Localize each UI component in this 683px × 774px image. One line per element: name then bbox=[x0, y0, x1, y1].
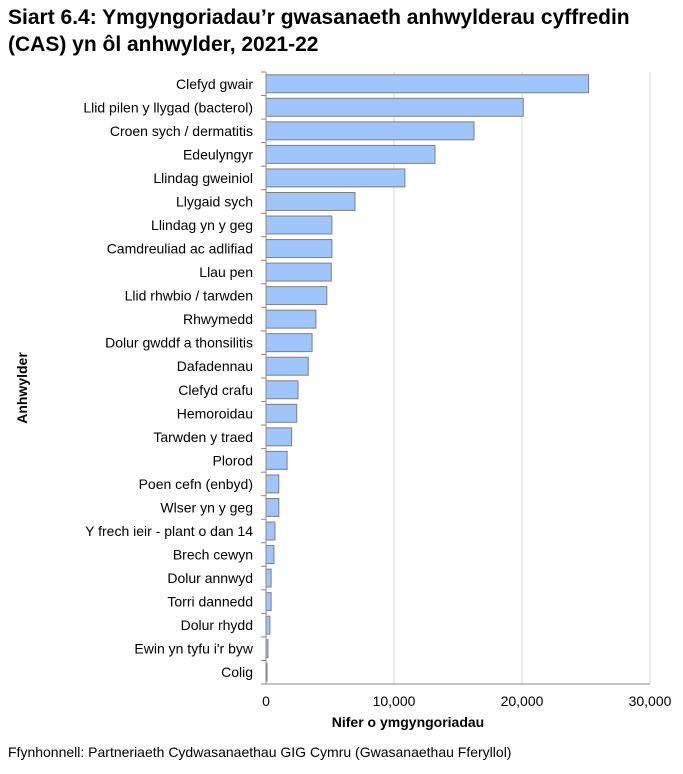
bar bbox=[265, 545, 275, 565]
category-label: Brech cewyn bbox=[173, 547, 253, 563]
category-label: Hemoroidau bbox=[177, 405, 253, 421]
bar bbox=[265, 215, 333, 235]
bar bbox=[265, 380, 299, 400]
bar bbox=[265, 333, 313, 353]
bar bbox=[265, 615, 271, 635]
y-axis-title: Anhwylder bbox=[14, 352, 30, 424]
category-label: Rhwymedd bbox=[183, 311, 253, 327]
category-label: Wlser yn y geg bbox=[160, 499, 253, 515]
bar bbox=[265, 168, 406, 188]
category-label: Clefyd crafu bbox=[178, 382, 253, 398]
bar bbox=[265, 262, 332, 282]
category-label: Camdreuliad ac adlifiad bbox=[107, 241, 253, 257]
bar bbox=[265, 239, 333, 259]
category-label: Croen sych / dermatitis bbox=[110, 123, 253, 139]
category-label: Llindag yn y geg bbox=[151, 217, 253, 233]
bar bbox=[265, 521, 276, 541]
bar bbox=[265, 592, 272, 612]
category-label: Dolur gwddf a thonsilitis bbox=[105, 335, 253, 351]
category-label: Edeulyngyr bbox=[183, 146, 253, 162]
bar bbox=[265, 97, 524, 117]
x-tick-label: 20,000 bbox=[501, 693, 544, 709]
bar bbox=[265, 309, 317, 329]
category-label: Tarwden y traed bbox=[153, 429, 253, 445]
category-label: Llid rhwbio / tarwden bbox=[125, 288, 253, 304]
bar bbox=[265, 568, 272, 588]
x-tick-label: 30,000 bbox=[629, 693, 672, 709]
bar bbox=[265, 474, 280, 494]
bar-chart: 0 10,000 20,000 30,000 Clefyd gwair Llid pile… bbox=[14, 71, 672, 730]
bar bbox=[265, 121, 475, 141]
category-label: Plorod bbox=[213, 452, 253, 468]
category-label: Clefyd gwair bbox=[176, 76, 253, 92]
bar bbox=[265, 450, 288, 470]
bar bbox=[265, 356, 309, 376]
x-tick-label: 0 bbox=[262, 693, 270, 709]
bar bbox=[265, 144, 436, 164]
category-label: Dolur annwyd bbox=[167, 570, 253, 586]
source-note: Ffynhonnell: Partneriaeth Cydwasanaethau… bbox=[8, 744, 512, 760]
category-label: Llygaid sych bbox=[176, 193, 253, 209]
category-label: Dolur rhydd bbox=[181, 617, 253, 633]
x-axis-title: Nifer o ymgyngoriadau bbox=[332, 714, 484, 730]
category-label: Colig bbox=[221, 664, 253, 680]
chart-title: Siart 6.4: Ymgyngoriadau’r gwasanaeth an… bbox=[8, 6, 630, 56]
category-label: Dafadennau bbox=[177, 358, 253, 374]
category-label: Llau pen bbox=[199, 264, 253, 280]
category-label: Ewin yn tyfu i'r byw bbox=[134, 641, 253, 657]
category-label: Llindag gweiniol bbox=[153, 170, 253, 186]
category-label: Y frech ieir - plant o dan 14 bbox=[85, 523, 253, 539]
bar bbox=[265, 427, 293, 447]
x-tick-label: 10,000 bbox=[373, 693, 416, 709]
bar bbox=[265, 191, 356, 211]
bar bbox=[265, 497, 280, 517]
category-label: Llid pilen y llygad (bacterol) bbox=[83, 99, 253, 115]
bar bbox=[265, 403, 298, 423]
bar bbox=[265, 286, 328, 306]
category-label: Poen cefn (enbyd) bbox=[139, 476, 253, 492]
bar bbox=[265, 74, 590, 94]
category-label: Torri dannedd bbox=[167, 594, 253, 610]
